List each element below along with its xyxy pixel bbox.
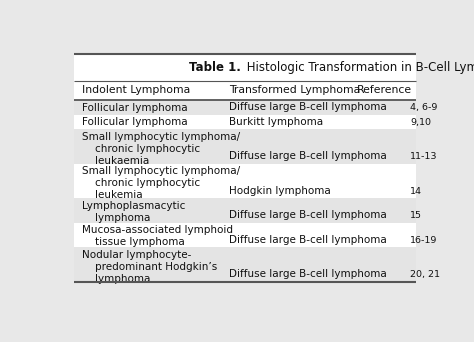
Text: 9,10: 9,10 (410, 118, 431, 127)
Text: 16-19: 16-19 (410, 236, 438, 245)
Bar (74, 54, 416, 81)
Text: Hodgkin lymphoma: Hodgkin lymphoma (229, 186, 331, 196)
Text: Small lymphocytic lymphoma/
    chronic lymphocytic
    leukemia: Small lymphocytic lymphoma/ chronic lymp… (82, 167, 241, 200)
Bar (74, 223, 416, 247)
Text: Transformed Lymphoma: Transformed Lymphoma (229, 86, 361, 95)
Bar (74, 115, 416, 129)
Text: 15: 15 (410, 211, 422, 220)
Text: Follicular lymphoma: Follicular lymphoma (82, 103, 188, 113)
Text: Burkitt lymphoma: Burkitt lymphoma (229, 117, 324, 127)
Text: 20, 21: 20, 21 (410, 270, 440, 279)
Bar (74, 81, 416, 100)
Text: Diffuse large B-cell lymphoma: Diffuse large B-cell lymphoma (229, 210, 387, 220)
Text: Diffuse large B-cell lymphoma: Diffuse large B-cell lymphoma (229, 269, 387, 279)
Text: Lymphoplasmacytic
    lymphoma: Lymphoplasmacytic lymphoma (82, 201, 186, 223)
Text: 11-13: 11-13 (410, 152, 438, 161)
Text: Diffuse large B-cell lymphoma: Diffuse large B-cell lymphoma (229, 235, 387, 245)
Bar (74, 247, 416, 282)
Bar (74, 100, 416, 115)
Text: 14: 14 (410, 187, 422, 196)
Bar (74, 129, 416, 164)
Text: Indolent Lymphoma: Indolent Lymphoma (82, 86, 191, 95)
Bar (74, 198, 416, 223)
Text: Diffuse large B-cell lymphoma: Diffuse large B-cell lymphoma (229, 151, 387, 161)
Text: Mucosa-associated lymphoid
    tissue lymphoma: Mucosa-associated lymphoid tissue lympho… (82, 225, 234, 247)
Text: 4, 6-9: 4, 6-9 (410, 103, 438, 112)
Text: Reference: Reference (357, 86, 412, 95)
Text: Follicular lymphoma: Follicular lymphoma (82, 117, 188, 128)
Bar (74, 164, 416, 198)
Text: Histologic Transformation in B-Cell Lymphoma: Histologic Transformation in B-Cell Lymp… (243, 61, 474, 74)
Text: Small lymphocytic lymphoma/
    chronic lymphocytic
    leukaemia: Small lymphocytic lymphoma/ chronic lymp… (82, 132, 241, 166)
Text: Nodular lymphocyte-
    predominant Hodgkin’s
    lymphoma: Nodular lymphocyte- predominant Hodgkin’… (82, 250, 218, 284)
Bar (74, 282, 416, 304)
Text: Table 1.: Table 1. (189, 61, 241, 74)
Text: Diffuse large B-cell lymphoma: Diffuse large B-cell lymphoma (229, 102, 387, 112)
